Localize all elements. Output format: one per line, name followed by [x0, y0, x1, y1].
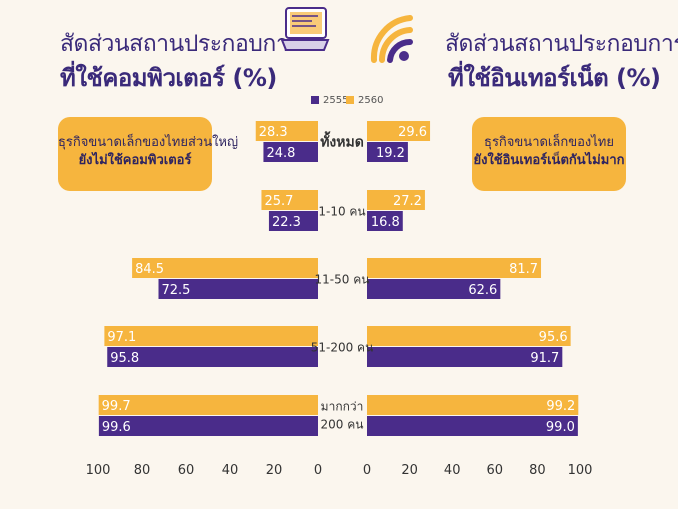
legend-swatch-2560 — [346, 96, 354, 104]
right-bar-2560-3 — [367, 326, 571, 346]
right-tick-80: 80 — [529, 463, 546, 478]
right-tick-60: 60 — [487, 463, 504, 478]
category-label-1: 1-10 คน — [318, 205, 365, 219]
right-value-2555-2: 62.6 — [468, 283, 497, 298]
left-tick-60: 60 — [178, 463, 195, 478]
left-value-2555-2: 72.5 — [162, 283, 191, 298]
legend-label-2555: 2555 — [323, 95, 349, 106]
right-value-2555-3: 91.7 — [530, 351, 559, 366]
right-value-2560-1: 27.2 — [393, 194, 422, 209]
left-value-2560-2: 84.5 — [135, 262, 164, 277]
right-title-line1: สัดส่วนสถานประกอบการ — [445, 31, 678, 57]
category-label-3: 51-200 คน — [311, 341, 374, 355]
category-label-0: ทั้งหมด — [320, 131, 364, 151]
right-bar-2555-0 — [367, 142, 408, 162]
left-tick-40: 40 — [222, 463, 239, 478]
right-tick-100: 100 — [568, 463, 593, 478]
left-bar-2560-4 — [98, 395, 318, 415]
right-value-2560-2: 81.7 — [509, 262, 538, 277]
legend-swatch-2555 — [311, 96, 319, 104]
right-tick-20: 20 — [401, 463, 418, 478]
category-label-4-line-1: 200 คน — [321, 418, 364, 432]
right-bar-2555-3 — [367, 347, 563, 367]
left-bar-2555-2 — [158, 279, 318, 299]
left-bar-2555-4 — [98, 416, 318, 436]
left-value-2560-3: 97.1 — [107, 330, 136, 345]
laptop-icon — [280, 4, 330, 58]
left-bar-2560-0 — [255, 121, 318, 141]
legend-item-2555: 2555 — [311, 95, 348, 106]
right-value-2560-0: 29.6 — [398, 125, 427, 140]
right-bar-2555-4 — [367, 416, 578, 436]
left-tick-100: 100 — [86, 463, 111, 478]
left-title-line1: สัดส่วนสถานประกอบการ — [60, 31, 301, 57]
right-value-2560-3: 95.6 — [539, 330, 568, 345]
right-bar-2555-2 — [367, 279, 501, 299]
left-bar-2560-1 — [261, 190, 318, 210]
left-bar-2560-2 — [132, 258, 318, 278]
left-value-2560-4: 99.7 — [102, 399, 131, 414]
right-bar-2560-2 — [367, 258, 542, 278]
right-bar-2560-4 — [367, 395, 579, 415]
right-value-2555-0: 19.2 — [376, 146, 405, 161]
right-bar-2560-1 — [367, 190, 425, 210]
left-bar-2560-3 — [104, 326, 318, 346]
right-value-2555-4: 99.0 — [546, 420, 575, 435]
right-value-2555-1: 16.8 — [371, 215, 400, 230]
left-bar-2555-3 — [107, 347, 319, 367]
left-value-2555-3: 95.8 — [110, 351, 139, 366]
left-bar-2555-1 — [268, 211, 318, 231]
left-callout-line2: ยังไม่ใช้คอมพิวเตอร์ — [78, 153, 192, 168]
legend-item-2560: 2560 — [346, 95, 383, 106]
right-callout-line1: ธุรกิจขนาดเล็กของไทย — [484, 135, 614, 150]
legend-label-2560: 2560 — [358, 95, 384, 106]
left-tick-80: 80 — [134, 463, 151, 478]
left-value-2555-0: 24.8 — [266, 146, 295, 161]
right-bar-2560-0 — [367, 121, 431, 141]
left-bar-2555-0 — [263, 142, 318, 162]
right-callout: ธุรกิจขนาดเล็กของไทย ยังใช้อินเทอร์เน็ตก… — [472, 117, 626, 191]
left-title-line2: ที่ใช้คอมพิวเตอร์ (%) — [60, 64, 277, 92]
left-value-2560-1: 25.7 — [264, 194, 293, 209]
right-tick-0: 0 — [363, 463, 371, 478]
left-tick-20: 20 — [266, 463, 283, 478]
left-tick-0: 0 — [314, 463, 322, 478]
left-value-2555-1: 22.3 — [272, 215, 301, 230]
left-value-2560-0: 28.3 — [259, 125, 288, 140]
right-callout-line2: ยังใช้อินเทอร์เน็ตกันไม่มาก — [473, 153, 625, 168]
right-tick-40: 40 — [444, 463, 461, 478]
left-callout-line1: ธุรกิจขนาดเล็กของไทยส่วนใหญ่ — [58, 135, 239, 150]
left-value-2555-4: 99.6 — [102, 420, 131, 435]
wifi-icon — [368, 4, 416, 64]
left-callout: ธุรกิจขนาดเล็กของไทยส่วนใหญ่ ยังไม่ใช้คอ… — [58, 117, 239, 191]
right-value-2560-4: 99.2 — [546, 399, 575, 414]
category-label-4-line-0: มากกว่า — [321, 400, 364, 414]
category-label-2: 11-50 คน — [315, 273, 370, 287]
right-bar-2555-1 — [367, 211, 403, 231]
right-title-line2: ที่ใช้อินเทอร์เน็ต (%) — [448, 64, 661, 92]
